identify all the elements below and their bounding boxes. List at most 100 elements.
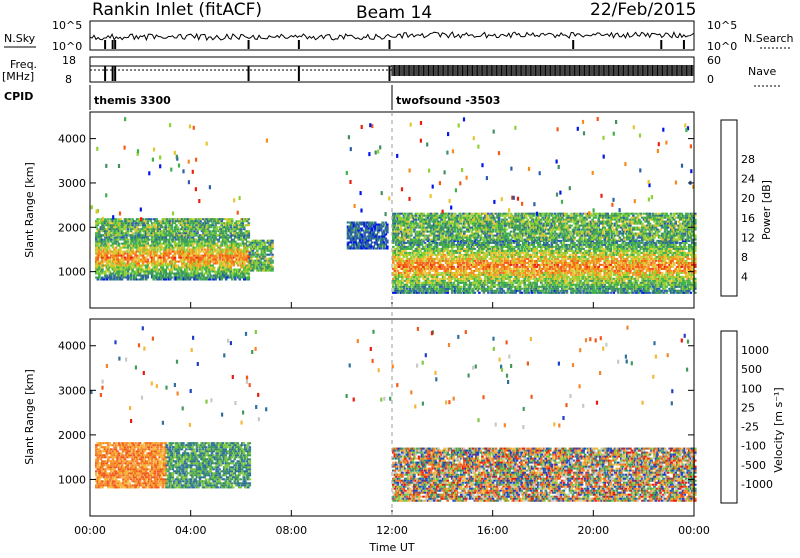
heatmap-cell bbox=[468, 246, 471, 248]
heatmap-cell bbox=[513, 274, 516, 276]
heatmap-cell bbox=[386, 248, 389, 250]
heatmap-cell bbox=[427, 264, 430, 266]
heatmap-cell bbox=[413, 258, 416, 260]
heatmap-cell bbox=[146, 243, 149, 245]
heatmap-cell bbox=[380, 248, 383, 250]
heatmap-cell bbox=[118, 269, 121, 271]
heatmap-cell bbox=[412, 270, 415, 272]
heatmap-cell bbox=[165, 224, 168, 226]
heatmap-cell bbox=[101, 261, 104, 263]
heatmap-cell bbox=[505, 268, 508, 270]
heatmap-cell bbox=[166, 259, 169, 261]
heatmap-cell bbox=[422, 266, 425, 268]
heatmap-cell bbox=[174, 230, 177, 232]
heatmap-cell bbox=[110, 234, 113, 236]
heatmap-cell bbox=[424, 254, 427, 256]
heatmap-cell bbox=[434, 290, 437, 292]
heatmap-cell bbox=[172, 239, 175, 241]
heatmap-cell bbox=[201, 241, 204, 243]
heatmap-cell bbox=[433, 274, 436, 276]
heatmap-cell bbox=[507, 254, 510, 256]
heatmap-cell bbox=[175, 234, 178, 236]
heatmap-cell bbox=[178, 277, 181, 279]
heatmap-cell bbox=[162, 263, 165, 265]
heatmap-cell bbox=[440, 286, 443, 288]
heatmap-cell bbox=[160, 245, 163, 247]
heatmap-cell bbox=[240, 245, 243, 247]
heatmap-cell bbox=[190, 232, 193, 234]
heatmap-cell bbox=[460, 288, 463, 290]
heatmap-cell bbox=[442, 252, 445, 254]
heatmap-cell bbox=[220, 279, 223, 281]
heatmap-cell bbox=[449, 282, 452, 284]
heatmap-cell bbox=[394, 282, 397, 284]
heatmap-cell bbox=[130, 279, 133, 281]
heatmap-cell bbox=[381, 240, 384, 242]
heatmap-cell bbox=[419, 276, 422, 278]
heatmap-cell bbox=[406, 272, 409, 274]
heatmap-cell bbox=[472, 256, 475, 258]
heatmap-cell bbox=[519, 274, 522, 276]
heatmap-cell bbox=[480, 262, 483, 264]
heatmap-cell bbox=[469, 262, 472, 264]
heatmap-cell bbox=[259, 246, 262, 248]
heatmap-cell bbox=[100, 253, 103, 255]
heatmap-cell bbox=[127, 239, 130, 241]
heatmap-cell bbox=[443, 254, 446, 256]
heatmap-cell bbox=[174, 237, 177, 239]
heatmap-cell bbox=[446, 260, 449, 262]
heatmap-cell bbox=[97, 245, 100, 247]
heatmap-cell bbox=[232, 265, 235, 267]
heatmap-cell bbox=[356, 236, 359, 238]
heatmap-cell bbox=[520, 288, 523, 290]
heatmap-cell bbox=[110, 277, 113, 279]
heatmap-cell bbox=[363, 234, 366, 236]
heatmap-cell bbox=[237, 265, 240, 267]
heatmap-cell bbox=[204, 249, 207, 251]
heatmap-cell bbox=[507, 262, 510, 264]
heatmap-cell bbox=[392, 262, 395, 264]
heatmap-cell bbox=[146, 255, 149, 257]
nsky-tick-top: 10^5 bbox=[52, 19, 82, 32]
heatmap-cell bbox=[430, 286, 433, 288]
heatmap-cell bbox=[256, 256, 259, 258]
cpid-entry: twofsound -3503 bbox=[396, 94, 500, 107]
heatmap-cell bbox=[455, 258, 458, 260]
heatmap-cell bbox=[208, 251, 211, 253]
heatmap-cell bbox=[392, 260, 395, 262]
heatmap-cell bbox=[520, 292, 523, 294]
heatmap-cell bbox=[124, 275, 127, 277]
heatmap-cell bbox=[101, 247, 104, 249]
heatmap-cell bbox=[115, 234, 118, 236]
heatmap-cell bbox=[198, 253, 201, 255]
heatmap-cell bbox=[248, 277, 251, 279]
heatmap-cell bbox=[154, 249, 157, 251]
heatmap-cell bbox=[236, 226, 239, 228]
heatmap-cell bbox=[202, 247, 205, 249]
heatmap-cell bbox=[122, 267, 125, 269]
heatmap-cell bbox=[216, 249, 219, 251]
heatmap-cell bbox=[350, 242, 353, 244]
heatmap-cell bbox=[216, 226, 219, 228]
heatmap-cell bbox=[412, 282, 415, 284]
heatmap-cell bbox=[377, 232, 380, 234]
heatmap-cell bbox=[183, 247, 186, 249]
heatmap-cell bbox=[229, 224, 232, 226]
freq-unit: [MHz] bbox=[2, 70, 34, 83]
heatmap-cell bbox=[484, 274, 487, 276]
heatmap-cell bbox=[519, 290, 522, 292]
heatmap-cell bbox=[171, 245, 174, 247]
heatmap-cell bbox=[213, 269, 216, 271]
heatmap-cell bbox=[504, 276, 507, 278]
heatmap-cell bbox=[208, 237, 211, 239]
heatmap-cell bbox=[486, 270, 489, 272]
heatmap-cell bbox=[199, 220, 202, 222]
heatmap-cell bbox=[133, 275, 136, 277]
heatmap-cell bbox=[195, 239, 198, 241]
heatmap-cell bbox=[492, 280, 495, 282]
heatmap-cell bbox=[271, 256, 274, 258]
heatmap-cell bbox=[400, 288, 403, 290]
heatmap-cell bbox=[186, 230, 189, 232]
heatmap-cell bbox=[180, 269, 183, 271]
heatmap-cell bbox=[468, 290, 471, 292]
